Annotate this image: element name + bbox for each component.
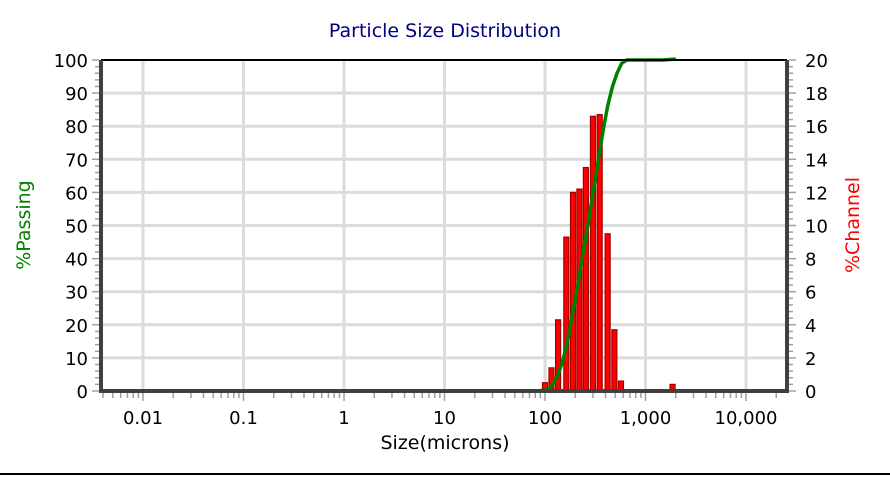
svg-text:4: 4 — [805, 316, 816, 337]
svg-text:40: 40 — [65, 250, 88, 271]
svg-text:0.1: 0.1 — [229, 408, 258, 429]
svg-text:16: 16 — [805, 117, 828, 138]
channel-bars — [147, 114, 676, 392]
svg-text:2: 2 — [805, 349, 816, 370]
svg-text:30: 30 — [65, 283, 88, 304]
svg-text:10: 10 — [805, 217, 828, 238]
svg-text:90: 90 — [65, 84, 88, 105]
svg-text:10,000: 10,000 — [715, 408, 778, 429]
svg-text:20: 20 — [805, 51, 828, 72]
svg-text:80: 80 — [65, 117, 88, 138]
svg-text:1: 1 — [338, 408, 349, 429]
divider — [0, 473, 890, 475]
axes — [92, 59, 796, 401]
svg-text:10: 10 — [433, 408, 456, 429]
x-axis-label: Size(microns) — [380, 432, 510, 454]
svg-text:70: 70 — [65, 150, 88, 171]
svg-text:0: 0 — [805, 382, 816, 403]
svg-text:1,000: 1,000 — [620, 408, 672, 429]
svg-text:60: 60 — [65, 183, 88, 204]
svg-text:10: 10 — [65, 349, 88, 370]
svg-text:0: 0 — [77, 382, 88, 403]
tick-labels: 0 10 20 30 40 50 60 70 80 90 100 0 2 4 6 8 10 12 14 16 18 20 0… — [54, 51, 828, 429]
svg-text:20: 20 — [65, 316, 88, 337]
y-axis-left-label: %Passing — [13, 180, 35, 270]
svg-text:50: 50 — [65, 217, 88, 238]
svg-text:100: 100 — [528, 408, 562, 429]
svg-text:8: 8 — [805, 250, 816, 271]
svg-text:100: 100 — [54, 51, 88, 72]
svg-text:6: 6 — [805, 283, 816, 304]
svg-text:18: 18 — [805, 84, 828, 105]
svg-text:0.01: 0.01 — [123, 408, 163, 429]
svg-text:12: 12 — [805, 183, 828, 204]
grid-lines — [101, 60, 787, 391]
svg-text:14: 14 — [805, 150, 828, 171]
chart-title: Particle Size Distribution — [328, 20, 562, 42]
y-axis-right-label: %Channel — [842, 176, 864, 274]
